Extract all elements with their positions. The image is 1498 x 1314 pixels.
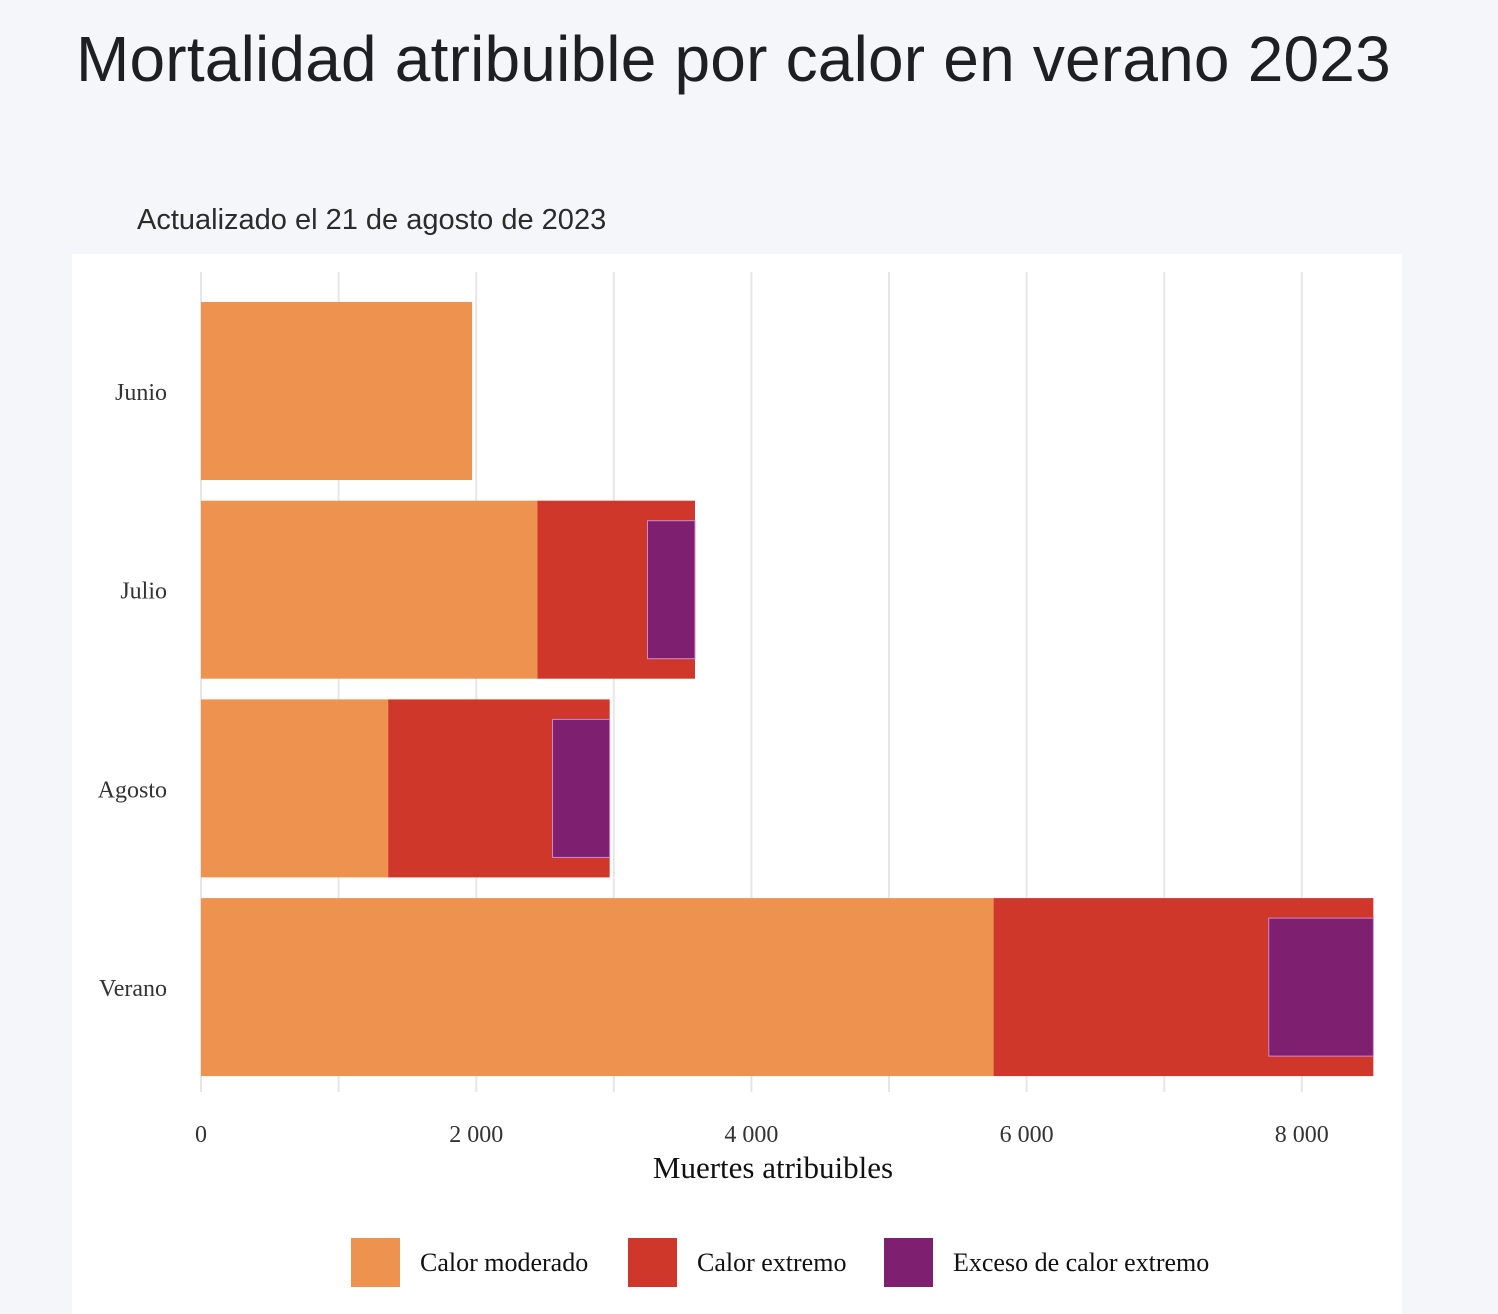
bar-calor-moderado — [201, 699, 389, 878]
y-axis-label: Junio — [115, 380, 167, 406]
bar-calor-moderado — [201, 898, 994, 1077]
bar-exceso-de-calor-extremo — [647, 520, 696, 660]
chart-panel: Junio Julio Agosto Verano 0 2 000 4 000 6 000 8… — [72, 254, 1402, 1314]
bar-exceso-de-calor-extremo — [552, 718, 611, 858]
page-subtitle: Actualizado el 21 de agosto de 2023 — [137, 204, 607, 236]
y-axis-label: Verano — [99, 976, 167, 1002]
bar-calor-moderado — [201, 500, 538, 679]
page-title: Mortalidad atribuible por calor en veran… — [76, 23, 1391, 95]
x-axis-tick-label: 8 000 — [1275, 1122, 1329, 1148]
x-axis-tick-labels: 0 2 000 4 000 6 000 8 000 — [195, 1122, 1329, 1148]
y-axis-labels: Junio Julio Agosto Verano — [98, 380, 167, 1002]
bar-chart: Junio Julio Agosto Verano 0 2 000 4 000 6 000 8… — [98, 272, 1374, 1287]
legend-swatch — [628, 1238, 677, 1287]
legend-swatch — [351, 1238, 400, 1287]
x-axis-title: Muertes atribuibles — [653, 1150, 893, 1185]
y-axis-label: Julio — [120, 579, 167, 605]
bar-calor-moderado — [201, 302, 473, 480]
y-axis-label: Agosto — [98, 777, 167, 803]
x-axis-tick-label: 4 000 — [724, 1122, 778, 1148]
x-axis-tick-label: 0 — [195, 1122, 207, 1148]
legend-label: Calor extremo — [697, 1248, 846, 1277]
x-axis-tick-label: 2 000 — [449, 1122, 503, 1148]
legend-label: Calor moderado — [420, 1248, 588, 1277]
bar-exceso-de-calor-extremo — [1268, 917, 1374, 1057]
legend-label: Exceso de calor extremo — [953, 1248, 1209, 1277]
legend-swatch — [884, 1238, 933, 1287]
bars — [201, 302, 1374, 1077]
legend: Calor moderado Calor extremo Exceso de cal… — [351, 1238, 1209, 1287]
x-axis-tick-label: 6 000 — [1000, 1122, 1054, 1148]
